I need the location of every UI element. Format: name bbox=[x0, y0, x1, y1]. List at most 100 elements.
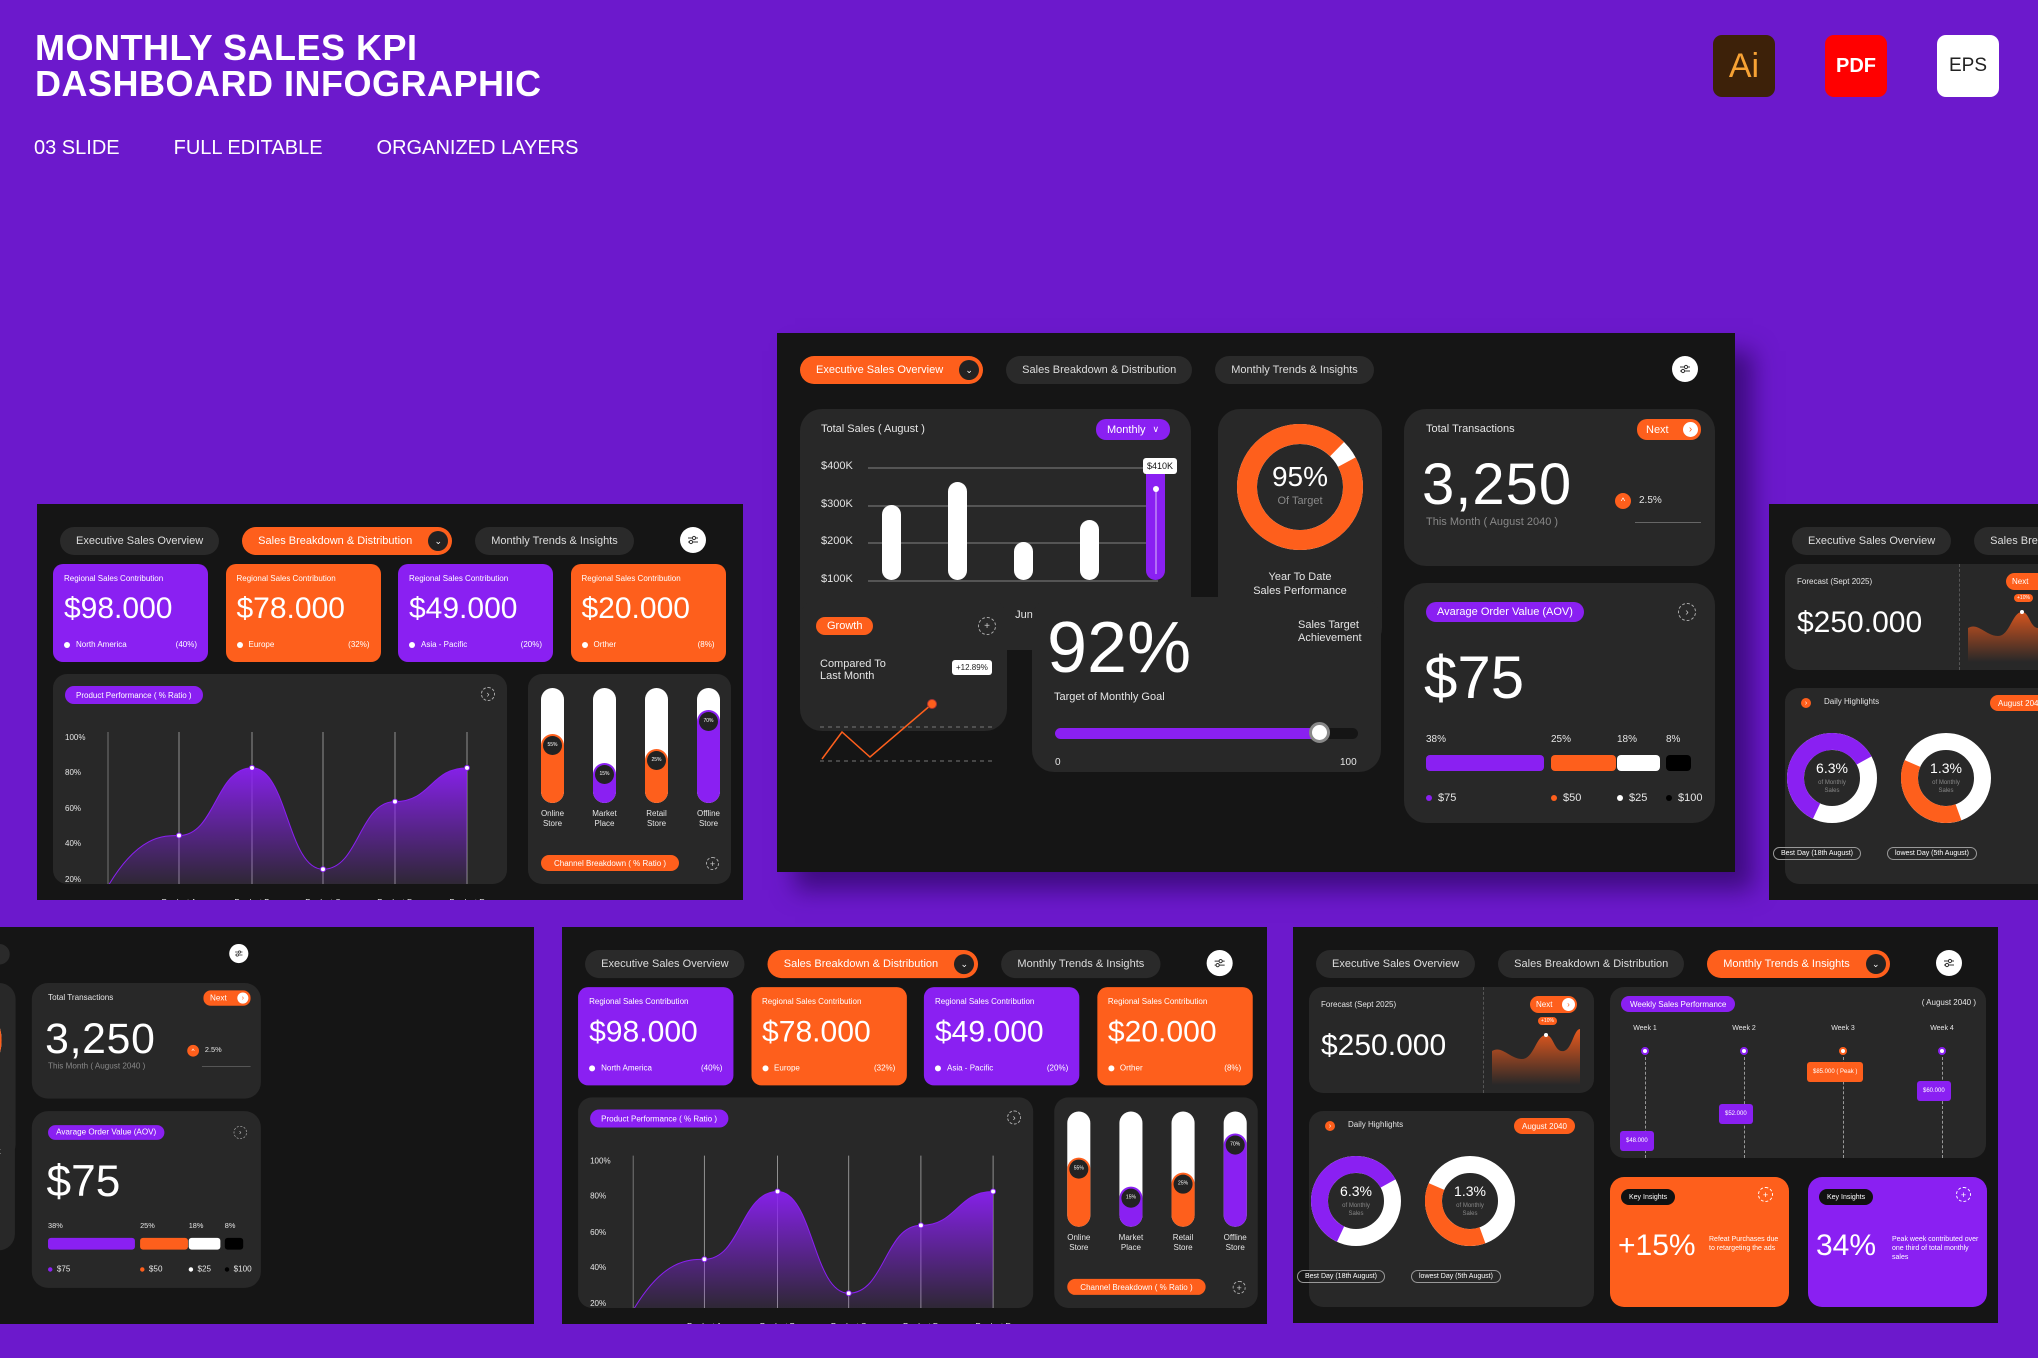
tab-monthly-trends[interactable]: Monthly Trends & Insights ⌄ bbox=[1707, 950, 1890, 978]
tab-monthly-trends[interactable]: Monthly Trends & Insights bbox=[1215, 356, 1374, 384]
daily-highlights-period: August 2040 bbox=[1522, 1121, 1567, 1131]
add-icon[interactable]: + bbox=[1232, 1280, 1246, 1294]
aov-legend-label: $75 bbox=[1438, 792, 1457, 804]
next-button[interactable]: Next› bbox=[2006, 573, 2038, 590]
tab-executive-overview[interactable]: Executive Sales Overview bbox=[1316, 950, 1476, 978]
sliders-icon bbox=[1944, 958, 1954, 968]
chevron-right-icon[interactable]: › bbox=[233, 1125, 247, 1140]
next-button[interactable]: Next› bbox=[1637, 419, 1701, 440]
tab-sales-breakdown[interactable]: Sales Breakdown & Distribution bbox=[1974, 527, 2038, 555]
forecast-tag: +10% bbox=[1538, 1017, 1557, 1025]
bar-jun[interactable] bbox=[1014, 542, 1033, 580]
bar-jul[interactable] bbox=[1080, 519, 1099, 580]
transactions-change: 2.5% bbox=[1639, 495, 1662, 506]
settings-button[interactable] bbox=[1206, 950, 1233, 977]
channel-bar-1[interactable]: 15% Market Place bbox=[1119, 1111, 1143, 1281]
tab-sales-breakdown[interactable]: Sales Breakdown & Distribution ⌄ bbox=[767, 950, 979, 979]
forecast-card: Forecast (Sept 2025) $250.000 Next› +10% bbox=[1785, 564, 2038, 670]
channel-bar-1[interactable]: 15% Market Place bbox=[592, 688, 617, 858]
week-value-1[interactable]: $52.000 bbox=[1719, 1104, 1753, 1124]
tab-monthly-trends[interactable]: Monthly Trends & Insights bbox=[475, 527, 634, 555]
slide-breakdown-bottom-mid: Executive Sales Overview Sales Breakdown … bbox=[562, 927, 1267, 1324]
region-card-0[interactable]: Regional Sales Contribution $98.000 North … bbox=[578, 987, 734, 1086]
region-card-2[interactable]: Regional Sales Contribution $49.000 Asia -… bbox=[923, 987, 1080, 1086]
ytd-value: 95% bbox=[1271, 461, 1329, 492]
week-value-0[interactable]: $48.000 bbox=[1620, 1131, 1654, 1151]
channel-label-1: Market bbox=[1118, 1232, 1144, 1242]
channel-bar-3[interactable]: 70% Offline Store bbox=[697, 688, 720, 858]
aov-badge: Avarage Order Value (AOV) bbox=[1426, 602, 1584, 622]
chevron-down-icon[interactable]: ⌄ bbox=[1865, 954, 1886, 974]
region-card-footer: Europe bbox=[762, 1063, 800, 1072]
settings-button[interactable] bbox=[229, 943, 249, 964]
tab-monthly-trends[interactable]: Monthly Trends & Insights bbox=[1001, 950, 1161, 979]
period-select[interactable]: Monthly ∨ bbox=[1096, 419, 1171, 440]
chevron-down-icon[interactable]: ⌄ bbox=[959, 360, 980, 380]
channel-bar-2[interactable]: 25% Retail Store bbox=[1171, 1111, 1195, 1281]
channel-label-1: Online bbox=[540, 809, 565, 818]
settings-button[interactable] bbox=[1936, 950, 1962, 976]
region-card-1[interactable]: Regional Sales Contribution $78.000 Europe… bbox=[750, 987, 907, 1086]
forecast-tag: +10% bbox=[2014, 594, 2033, 602]
key-insights-text: Peak week contributed over one third of … bbox=[1892, 1236, 1979, 1261]
product-performance-badge: Product Performance ( % Ratio ) bbox=[590, 1109, 729, 1128]
bar-may[interactable] bbox=[948, 482, 967, 580]
settings-button[interactable] bbox=[680, 527, 706, 553]
chevron-right-icon[interactable]: › bbox=[1007, 1110, 1022, 1125]
tab-label: Sales Breakdown & Distribution bbox=[258, 535, 413, 547]
channel-bar-0[interactable]: 55% Online Store bbox=[541, 688, 564, 858]
tab-executive-overview[interactable]: Executive Sales Overview bbox=[60, 527, 220, 555]
chevron-right-icon bbox=[589, 1065, 596, 1072]
best-day-donut-chart bbox=[1311, 1156, 1401, 1246]
chevron-right-icon[interactable]: › bbox=[1678, 603, 1696, 621]
tab-monthly-trends[interactable]: Monthly Trends & Insights bbox=[0, 943, 10, 965]
add-icon[interactable]: + bbox=[1758, 1187, 1773, 1202]
legend-dot-icon bbox=[1426, 795, 1432, 802]
target-slider-thumb[interactable] bbox=[1308, 722, 1330, 743]
grid-line bbox=[868, 580, 1158, 582]
next-button[interactable]: Next› bbox=[203, 990, 251, 1006]
tab-executive-overview[interactable]: Executive Sales Overview bbox=[585, 950, 745, 979]
legend-dot-icon bbox=[224, 1267, 230, 1272]
bar-apr[interactable] bbox=[882, 504, 901, 580]
settings-button[interactable] bbox=[1672, 356, 1698, 382]
chevron-right-icon bbox=[581, 641, 588, 648]
next-label: Next bbox=[210, 993, 227, 1003]
slide-content: Executive Sales Overview Sales Breakdown … bbox=[1769, 504, 2038, 900]
tab-sales-breakdown[interactable]: Sales Breakdown & Distribution bbox=[1006, 356, 1193, 384]
next-button[interactable]: Next› bbox=[1530, 996, 1577, 1013]
bar-aug-highlight[interactable] bbox=[1146, 461, 1165, 580]
aov-segment-bar bbox=[1666, 755, 1691, 771]
region-card-3[interactable]: Regional Sales Contribution $20.000 Orther… bbox=[570, 564, 726, 662]
region-card-1[interactable]: Regional Sales Contribution $78.000 Europe… bbox=[225, 564, 381, 662]
region-card-2[interactable]: Regional Sales Contribution $49.000 Asia -… bbox=[398, 564, 553, 662]
y-tick-label: 20% bbox=[65, 875, 82, 885]
best-day-value: 6.3% bbox=[1340, 1183, 1372, 1199]
best-day-donut-chart bbox=[1787, 733, 1877, 823]
add-icon[interactable]: + bbox=[706, 857, 719, 870]
region-card-3[interactable]: Regional Sales Contribution $20.000 Orther… bbox=[1096, 987, 1253, 1086]
chevron-right-icon[interactable]: › bbox=[481, 687, 495, 701]
region-card-0[interactable]: Regional Sales Contribution $98.000 North … bbox=[53, 564, 208, 662]
chevron-down-icon[interactable]: ⌄ bbox=[428, 531, 449, 551]
growth-caption-1: Compared To bbox=[820, 658, 886, 670]
tab-bar: Executive Sales Overview Sales Breakdown … bbox=[60, 527, 657, 555]
tab-sales-breakdown[interactable]: Sales Breakdown & Distribution ⌄ bbox=[242, 527, 453, 555]
region-pct: (8%) bbox=[1224, 1063, 1242, 1073]
week-value-3[interactable]: $60.000 bbox=[1917, 1081, 1951, 1101]
tab-executive-overview[interactable]: Executive Sales Overview bbox=[1792, 527, 1952, 555]
channel-label-1: Online bbox=[1067, 1232, 1091, 1242]
tab-sales-breakdown[interactable]: Sales Breakdown & Distribution bbox=[1498, 950, 1685, 978]
week-value-2[interactable]: $85.000 ( Peak ) bbox=[1807, 1062, 1864, 1082]
add-icon[interactable]: + bbox=[978, 617, 996, 635]
aov-segment-bar bbox=[1426, 755, 1544, 771]
add-icon[interactable]: + bbox=[1956, 1187, 1971, 1202]
ytd-performance-card: 95%Of Target Year To Date Sales Performanc… bbox=[0, 982, 16, 1161]
slide-overview-bottom-left: Executive Sales Overview⌄Sales Breakdown… bbox=[0, 927, 534, 1324]
channel-bar-3[interactable]: 70% Offline Store bbox=[1223, 1111, 1247, 1281]
tab-executive-overview[interactable]: Executive Sales Overview ⌄ bbox=[800, 356, 984, 384]
chevron-down-icon[interactable]: ⌄ bbox=[954, 954, 975, 975]
channel-bar-0[interactable]: 55% Online Store bbox=[1067, 1111, 1090, 1281]
channel-bar-2[interactable]: 25% Retail Store bbox=[645, 688, 668, 858]
growth-badge-label: Growth bbox=[827, 620, 863, 632]
